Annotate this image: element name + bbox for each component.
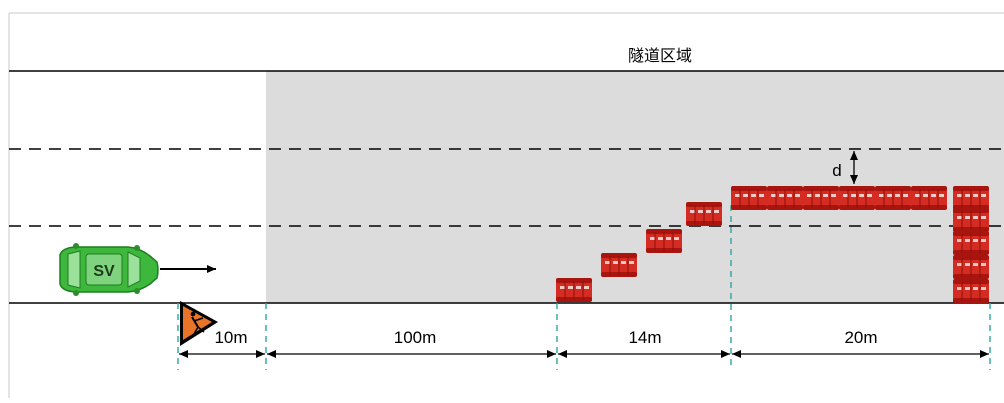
end-barriers: [952, 207, 990, 304]
segment-label-20m: 20m: [844, 328, 877, 347]
water-barrier-icon: [838, 185, 876, 211]
water-barrier-icon: [952, 230, 990, 256]
water-barrier-icon: [555, 277, 593, 303]
water-barrier-icon: [952, 207, 990, 233]
water-barrier-icon: [802, 185, 840, 211]
guide-lines: [177, 205, 991, 370]
segment-label-14m: 14m: [628, 328, 661, 347]
water-barrier-icon: [874, 185, 912, 211]
water-barrier-icon: [910, 185, 948, 211]
water-barrier-icon: [685, 201, 723, 227]
segment-label-10m: 10m: [214, 328, 247, 347]
water-barrier-icon: [600, 252, 638, 278]
water-barrier-icon: [952, 185, 990, 211]
road-work-sign-icon: [180, 301, 218, 346]
water-barrier-icon: [952, 278, 990, 304]
car-icon: [59, 243, 159, 296]
water-barrier-icon: [730, 185, 768, 211]
water-barrier-icon: [645, 228, 683, 254]
vehicle-label: SV: [93, 263, 115, 280]
tunnel-label: 隧道区域: [628, 47, 692, 65]
gap-label: d: [832, 161, 841, 180]
water-barrier-icon: [766, 185, 804, 211]
segment-label-100m: 100m: [394, 328, 437, 347]
water-barrier-icon: [952, 254, 990, 280]
